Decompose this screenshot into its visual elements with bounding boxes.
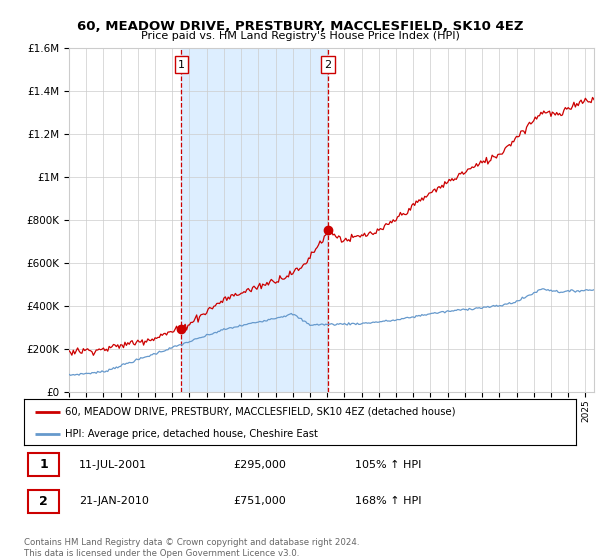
Text: 21-JAN-2010: 21-JAN-2010 bbox=[79, 496, 149, 506]
Text: Contains HM Land Registry data © Crown copyright and database right 2024.
This d: Contains HM Land Registry data © Crown c… bbox=[24, 538, 359, 558]
Text: 60, MEADOW DRIVE, PRESTBURY, MACCLESFIELD, SK10 4EZ (detached house): 60, MEADOW DRIVE, PRESTBURY, MACCLESFIEL… bbox=[65, 407, 456, 417]
Text: 2: 2 bbox=[39, 494, 48, 508]
FancyBboxPatch shape bbox=[28, 454, 59, 476]
Text: Price paid vs. HM Land Registry's House Price Index (HPI): Price paid vs. HM Land Registry's House … bbox=[140, 31, 460, 41]
Text: 60, MEADOW DRIVE, PRESTBURY, MACCLESFIELD, SK10 4EZ: 60, MEADOW DRIVE, PRESTBURY, MACCLESFIEL… bbox=[77, 20, 523, 32]
Text: 2: 2 bbox=[325, 60, 332, 69]
Text: 1: 1 bbox=[39, 458, 48, 472]
FancyBboxPatch shape bbox=[28, 490, 59, 512]
Text: 105% ↑ HPI: 105% ↑ HPI bbox=[355, 460, 422, 470]
Text: 168% ↑ HPI: 168% ↑ HPI bbox=[355, 496, 422, 506]
Text: 1: 1 bbox=[178, 60, 185, 69]
Bar bbox=[181, 48, 328, 392]
Text: £295,000: £295,000 bbox=[234, 460, 287, 470]
Text: £751,000: £751,000 bbox=[234, 496, 287, 506]
Text: 11-JUL-2001: 11-JUL-2001 bbox=[79, 460, 148, 470]
Text: HPI: Average price, detached house, Cheshire East: HPI: Average price, detached house, Ches… bbox=[65, 429, 318, 438]
